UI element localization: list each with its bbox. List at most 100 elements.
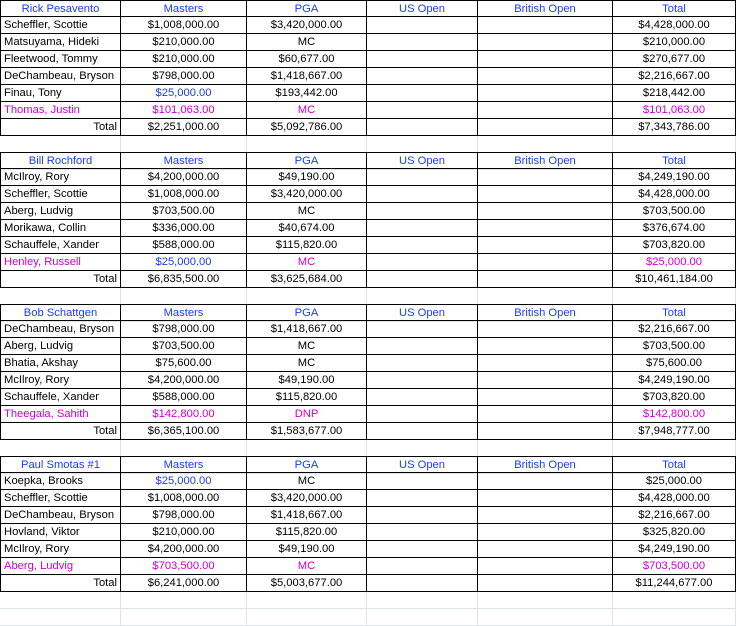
pga-cell[interactable]: MC [247,558,367,575]
total-cell[interactable]: $75,600.00 [613,355,736,372]
masters-cell[interactable]: $210,000.00 [121,34,247,51]
pga-cell[interactable]: $3,420,000.00 [247,17,367,34]
total-label-cell[interactable]: Total [0,575,121,592]
british-open-cell[interactable] [478,507,613,524]
empty-cell[interactable] [367,592,478,609]
empty-cell[interactable] [247,136,367,153]
pga-cell[interactable]: MC [247,355,367,372]
british-open-cell[interactable] [478,389,613,406]
player-name-cell[interactable]: Hovland, Viktor [0,524,121,541]
total-label-cell[interactable]: Total [0,271,121,288]
pga-cell[interactable]: MC [247,338,367,355]
pga-cell[interactable]: $60,677.00 [247,51,367,68]
us-open-cell[interactable] [367,169,478,186]
column-header-cell[interactable]: British Open [478,152,613,169]
column-header-cell[interactable]: US Open [367,456,478,473]
total-cell[interactable]: $703,500.00 [613,203,736,220]
owner-name-cell[interactable]: Rick Pesavento [0,0,121,17]
total-pga-cell[interactable]: $3,625,684.00 [247,271,367,288]
empty-cell[interactable] [478,609,613,626]
total-masters-cell[interactable]: $2,251,000.00 [121,119,247,136]
pga-cell[interactable]: $49,190.00 [247,372,367,389]
masters-cell[interactable]: $4,200,000.00 [121,372,247,389]
us-open-cell[interactable] [367,490,478,507]
us-open-cell[interactable] [367,34,478,51]
pga-cell[interactable]: MC [247,473,367,490]
column-header-cell[interactable]: Total [613,0,736,17]
pga-cell[interactable]: MC [247,254,367,271]
player-name-cell[interactable]: Morikawa, Collin [0,220,121,237]
total-cell[interactable]: $142,800.00 [613,406,736,423]
pga-cell[interactable]: MC [247,102,367,119]
player-name-cell[interactable]: Koepka, Brooks [0,473,121,490]
masters-cell[interactable]: $1,008,000.00 [121,17,247,34]
us-open-cell[interactable] [367,85,478,102]
player-name-cell[interactable]: Scheffler, Scottie [0,186,121,203]
column-header-cell[interactable]: Masters [121,456,247,473]
total-cell[interactable]: $2,216,667.00 [613,321,736,338]
total-cell[interactable]: $270,677.00 [613,51,736,68]
player-name-cell[interactable]: Theegala, Sahith [0,406,121,423]
player-name-cell[interactable]: DeChambeau, Bryson [0,321,121,338]
total-cell[interactable]: $703,500.00 [613,338,736,355]
player-name-cell[interactable]: Schauffele, Xander [0,389,121,406]
pga-cell[interactable]: $1,418,667.00 [247,321,367,338]
british-open-cell[interactable] [478,321,613,338]
player-name-cell[interactable]: Scheffler, Scottie [0,490,121,507]
total-cell[interactable]: $325,820.00 [613,524,736,541]
us-open-cell[interactable] [367,372,478,389]
empty-cell[interactable] [0,609,121,626]
british-open-cell[interactable] [478,203,613,220]
british-open-cell[interactable] [478,68,613,85]
column-header-cell[interactable]: PGA [247,152,367,169]
british-open-cell[interactable] [478,524,613,541]
total-pga-cell[interactable]: $5,092,786.00 [247,119,367,136]
british-open-cell[interactable] [478,237,613,254]
us-open-cell[interactable] [367,473,478,490]
owner-name-cell[interactable]: Bill Rochford [0,152,121,169]
british-open-cell[interactable] [478,17,613,34]
total-total-cell[interactable]: $11,244,677.00 [613,575,736,592]
total-cell[interactable]: $4,428,000.00 [613,490,736,507]
player-name-cell[interactable]: Fleetwood, Tommy [0,51,121,68]
player-name-cell[interactable]: Henley, Russell [0,254,121,271]
column-header-cell[interactable]: US Open [367,152,478,169]
british-open-cell[interactable] [478,169,613,186]
masters-cell[interactable]: $101,063.00 [121,102,247,119]
us-open-cell[interactable] [367,186,478,203]
us-open-cell[interactable] [367,389,478,406]
total-total-cell[interactable]: $7,948,777.00 [613,423,736,440]
us-open-cell[interactable] [367,507,478,524]
column-header-cell[interactable]: Masters [121,0,247,17]
masters-cell[interactable]: $25,000.00 [121,254,247,271]
pga-cell[interactable]: MC [247,34,367,51]
empty-cell[interactable] [121,288,247,305]
us-open-cell[interactable] [367,338,478,355]
total-label-cell[interactable]: Total [0,423,121,440]
masters-cell[interactable]: $703,500.00 [121,203,247,220]
total-cell[interactable]: $25,000.00 [613,254,736,271]
player-name-cell[interactable]: Finau, Tony [0,85,121,102]
empty-cell[interactable] [478,440,613,457]
player-name-cell[interactable]: McIlroy, Rory [0,372,121,389]
empty-cell[interactable] [367,136,478,153]
masters-cell[interactable]: $798,000.00 [121,507,247,524]
total-cell[interactable]: $703,820.00 [613,389,736,406]
player-name-cell[interactable]: DeChambeau, Bryson [0,68,121,85]
total-cell[interactable]: $2,216,667.00 [613,507,736,524]
player-name-cell[interactable]: McIlroy, Rory [0,541,121,558]
british-open-cell[interactable] [478,102,613,119]
total-total-cell[interactable]: $10,461,184.00 [613,271,736,288]
total-cell[interactable]: $2,216,667.00 [613,68,736,85]
empty-cell[interactable] [0,440,121,457]
pga-cell[interactable]: $49,190.00 [247,169,367,186]
column-header-cell[interactable]: PGA [247,304,367,321]
column-header-cell[interactable]: British Open [478,0,613,17]
player-name-cell[interactable]: Thomas, Justin [0,102,121,119]
empty-cell[interactable] [478,136,613,153]
column-header-cell[interactable]: British Open [478,456,613,473]
us-open-cell[interactable] [367,254,478,271]
empty-cell[interactable] [613,609,736,626]
player-name-cell[interactable]: Aberg, Ludvig [0,338,121,355]
masters-cell[interactable]: $4,200,000.00 [121,541,247,558]
